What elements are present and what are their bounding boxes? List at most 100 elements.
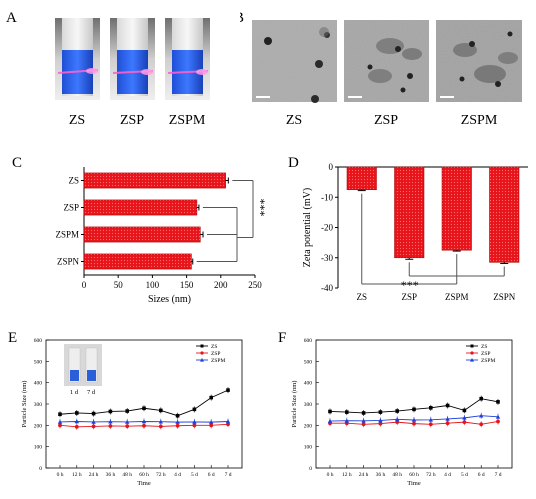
panel-a-label-zspm: ZSPM <box>169 113 206 128</box>
chart-c: C 0 50 100 150 200 250 ZS ZSP ZSPM ZSPN Sizes (nm) *… <box>12 155 268 305</box>
cuvette-zsp <box>110 18 155 100</box>
x-tick-label: 36 h <box>106 472 116 478</box>
x-tick-label: 200 <box>214 280 228 290</box>
y-axis-label: Particle Size (nm) <box>291 381 298 428</box>
point-zspm <box>192 419 197 424</box>
inset-vial-liquid <box>70 370 79 381</box>
point-zspm <box>411 417 417 422</box>
x-tick-label: 7 d <box>495 472 502 478</box>
point-zspm <box>225 419 231 424</box>
point-zsp <box>209 423 214 428</box>
panel-b-label-zspm: ZSPM <box>461 113 498 128</box>
y-tick-label: 600 <box>34 338 43 344</box>
point-zsp <box>74 424 79 429</box>
y-tick-label: ZSPM <box>55 230 79 240</box>
panel-c-letter: C <box>12 155 22 171</box>
inset-label-7d: 7 d <box>87 389 96 396</box>
point-zs <box>226 388 230 392</box>
significance-label: *** <box>254 199 268 217</box>
point-zspm <box>125 419 130 424</box>
panel-a-svg: A ZS ZSP ZSPM <box>6 10 210 128</box>
point-zspm <box>327 418 333 423</box>
point-zsp <box>58 423 62 428</box>
x-tick-label: 5 d <box>191 472 198 478</box>
y-tick-label: -10 <box>321 192 333 202</box>
y-tick-label: 100 <box>304 445 313 451</box>
point-zsp <box>428 422 433 427</box>
x-tick-label: 0 h <box>327 472 334 478</box>
point-zsp <box>91 424 96 429</box>
point-zspm <box>57 419 63 424</box>
legend-marker <box>470 344 474 348</box>
x-tick-label: 72 h <box>156 472 166 478</box>
x-tick-label: ZSP <box>401 292 417 302</box>
significance-label: *** <box>401 278 419 292</box>
y-tick-label: 600 <box>304 338 313 344</box>
point-zs <box>412 407 416 412</box>
x-tick-label: 250 <box>248 280 262 290</box>
point-zsp <box>479 422 484 427</box>
bar-zs <box>346 166 377 190</box>
bar-zsp <box>83 199 198 216</box>
point-zsp <box>496 419 500 424</box>
legend-marker <box>470 358 474 362</box>
x-tick-label: 0 <box>82 280 87 290</box>
x-tick-label: 4 d <box>444 472 451 478</box>
tem-image-zs <box>252 20 337 103</box>
point-zs <box>159 408 163 413</box>
legend-label: ZSPM <box>481 358 495 364</box>
panel-b-svg: B <box>234 10 522 128</box>
point-zsp <box>412 421 416 426</box>
x-tick-label: 60 h <box>139 472 149 478</box>
panel-a: A ZS ZSP ZSPM <box>0 0 240 140</box>
point-zs <box>209 395 213 400</box>
x-tick-label: 150 <box>180 280 194 290</box>
legend-label: ZSPM <box>211 358 225 364</box>
point-zs <box>496 400 500 404</box>
point-zspm <box>344 418 349 423</box>
y-tick-label: ZS <box>68 176 79 186</box>
x-tick-label: 5 d <box>461 472 468 478</box>
y-axis-label: Zeta potential (mV) <box>302 188 313 267</box>
point-zsp <box>445 421 450 426</box>
point-zs <box>395 409 399 413</box>
y-tick-label: -20 <box>321 223 333 233</box>
y-tick-label: 500 <box>304 359 313 365</box>
x-tick-label: ZS <box>356 292 367 302</box>
panel-letter: F <box>278 330 286 346</box>
point-zs <box>445 403 450 408</box>
point-zs <box>378 410 383 414</box>
point-zspm <box>378 418 383 423</box>
x-tick-label: 7 d <box>225 472 232 478</box>
point-zspm <box>462 415 467 420</box>
y-tick-label: 300 <box>34 402 43 408</box>
x-tick-label: 24 h <box>89 472 99 478</box>
point-zsp <box>142 423 146 428</box>
point-zspm <box>495 414 501 419</box>
x-tick-label: 48 h <box>122 472 132 478</box>
panel-a-letter: A <box>6 10 17 26</box>
x-axis-label: Time <box>137 480 151 487</box>
x-tick-label: ZSPM <box>445 292 469 302</box>
y-axis-label: Particle Size (nm) <box>21 381 28 428</box>
bar-zs <box>83 172 226 189</box>
y-tick-label: 200 <box>304 423 313 429</box>
panel-letter: E <box>8 330 17 346</box>
y-tick-label: 0 <box>39 466 42 472</box>
point-zsp <box>378 421 383 426</box>
x-tick-label: 100 <box>146 280 160 290</box>
y-tick-label: 100 <box>34 445 43 451</box>
bar-zspm <box>441 166 472 251</box>
x-tick-label: 6 d <box>208 472 215 478</box>
panel-d-letter: D <box>288 155 299 171</box>
point-zs <box>192 407 197 412</box>
point-zs <box>142 406 146 411</box>
point-zs <box>75 411 79 415</box>
bar-zspn <box>83 253 192 270</box>
y-tick-label: -40 <box>321 283 333 293</box>
point-zsp <box>462 420 467 425</box>
x-axis-label: Sizes (nm) <box>148 294 191 305</box>
legend-label: ZSP <box>211 351 220 357</box>
point-zspm <box>445 416 450 421</box>
y-tick-label: 500 <box>34 359 43 365</box>
